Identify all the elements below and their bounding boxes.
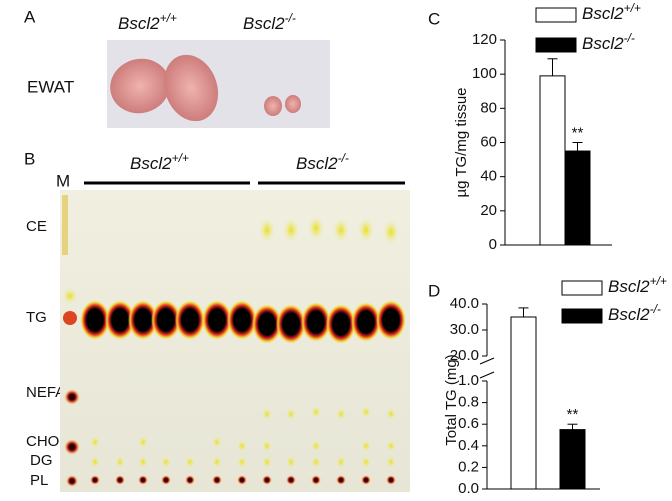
y-tick-label: 60 [480, 133, 497, 150]
y-tick-label: 20 [480, 202, 497, 219]
y-tick-label: 20.0 [450, 347, 479, 364]
y-axis-label: µg TG/mg tissue [453, 87, 470, 197]
legend-swatch [561, 280, 603, 296]
panel-label: D [428, 281, 440, 300]
axis-break [479, 357, 495, 365]
y-tick-label: 0.8 [458, 394, 479, 411]
y-tick-label: 0.6 [458, 415, 479, 432]
bar [510, 316, 537, 490]
y-axis-label: Total TG (mg) [443, 354, 460, 445]
y-tick-label: 0 [489, 236, 497, 253]
bar [539, 75, 566, 246]
group-label: Bscl2+/+ [130, 151, 189, 173]
lipid-label: DG [30, 452, 53, 469]
legend-swatch [561, 308, 603, 324]
legend-swatch [535, 37, 577, 53]
lipid-label: CHO [26, 433, 59, 450]
y-tick-label: 80 [480, 99, 497, 116]
bar [564, 150, 591, 246]
lipid-label: CE [26, 218, 47, 235]
y-tick-label: 40.0 [450, 295, 479, 312]
photo [107, 40, 330, 128]
panel-label: C [428, 9, 440, 28]
y-tick-label: 120 [472, 31, 497, 48]
panel-label: B [24, 149, 35, 168]
y-tick-label: 1.0 [458, 372, 479, 389]
bar [559, 429, 586, 490]
y-tick-label: 40 [480, 168, 497, 185]
axis-break [479, 371, 495, 379]
y-tick-label: 0.0 [458, 480, 479, 497]
y-tick-label: 100 [472, 65, 497, 82]
legend-label: Bscl2+/+ [582, 1, 641, 23]
panel-label: A [24, 7, 36, 26]
tissue-label: EWAT [27, 77, 74, 96]
group-label: Bscl2-/- [243, 11, 296, 33]
y-tick-label: 30.0 [450, 321, 479, 338]
group-label: Bscl2+/+ [118, 11, 177, 33]
legend-label: Bscl2-/- [608, 302, 661, 324]
legend-swatch [535, 7, 577, 23]
y-tick-label: 0.2 [458, 458, 479, 475]
lipid-label: PL [30, 472, 48, 489]
legend-label: Bscl2-/- [582, 31, 635, 53]
lipid-label: NEFA [26, 384, 65, 401]
y-tick-label: 0.4 [458, 437, 479, 454]
annotation: ** [572, 124, 584, 141]
lane-label: M [56, 171, 70, 190]
group-label: Bscl2-/- [296, 151, 349, 173]
lipid-label: TG [26, 309, 47, 326]
annotation: ** [567, 406, 579, 423]
legend-label: Bscl2+/+ [608, 274, 667, 296]
tlc-plate [60, 190, 410, 492]
